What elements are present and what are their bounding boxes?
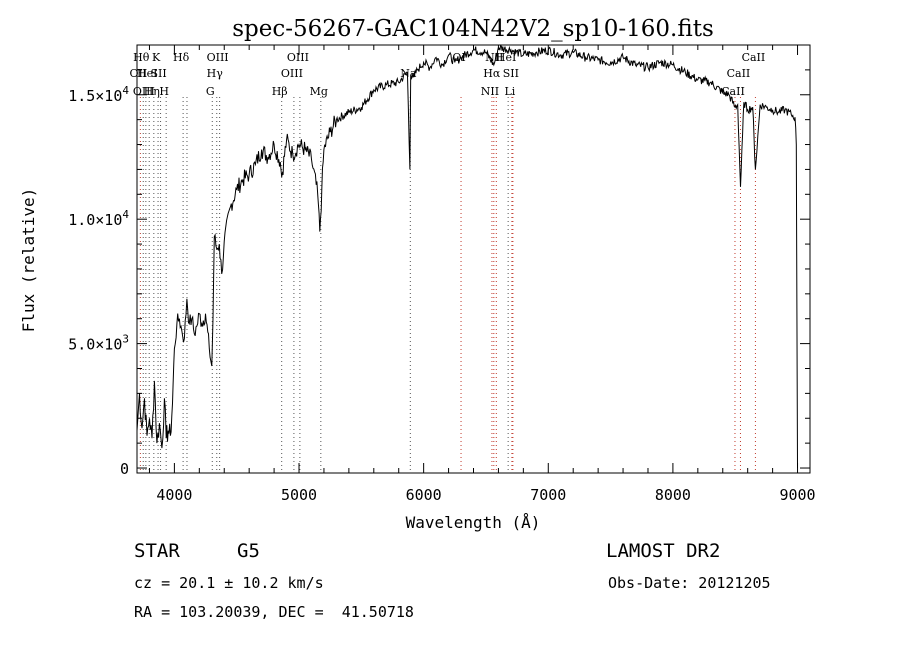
line-label-19: NII bbox=[481, 85, 499, 98]
spectral-subclass: G5 bbox=[237, 540, 260, 562]
line-label-15: OIII bbox=[287, 51, 309, 64]
x-tick-label: 5000 bbox=[281, 486, 317, 504]
x-tick-label: 8000 bbox=[655, 486, 691, 504]
line-label-13: Hβ bbox=[272, 85, 288, 98]
redshift-label: cz = 20.1 ± 10.2 km/s bbox=[134, 574, 324, 592]
spectrum-line bbox=[136, 44, 798, 469]
x-tick-label: 7000 bbox=[530, 486, 566, 504]
line-label-12: OIII bbox=[207, 51, 229, 64]
line-label-24: SII bbox=[503, 67, 519, 80]
y-tick-label: 0 bbox=[120, 460, 129, 478]
y-axis-label: Flux (relative) bbox=[19, 188, 38, 333]
x-tick-label: 6000 bbox=[406, 486, 442, 504]
line-label-20: Hα bbox=[483, 67, 501, 80]
coords-label: RA = 103.20039, DEC = 41.50718 bbox=[134, 603, 414, 621]
y-tick-label: 1.0×104 bbox=[68, 208, 129, 229]
line-label-26: CaII bbox=[727, 67, 751, 80]
line-label-7: H bbox=[159, 85, 169, 98]
spectral-line-markers: OIIHθOIIIHeIHηKSIIHHδGHγOIIIHβOIIIOIIIMg… bbox=[130, 51, 766, 473]
line-label-6: SII bbox=[150, 67, 166, 80]
line-label-1: Hθ bbox=[133, 51, 150, 64]
survey-label: LAMOST DR2 bbox=[606, 540, 721, 562]
object-type: STAR bbox=[134, 540, 180, 562]
line-label-18: OI bbox=[452, 51, 465, 64]
line-label-8: Hδ bbox=[173, 51, 190, 64]
axis-ticks: 4000 5000 6000 7000 8000 9000 0 5.0×103 1.0×104 1… bbox=[68, 45, 816, 504]
x-axis-label: Wavelength (Å) bbox=[406, 513, 541, 532]
y-tick-label: 1.5×104 bbox=[68, 84, 129, 105]
line-label-22: HeI bbox=[496, 51, 516, 64]
line-label-27: CaII bbox=[742, 51, 766, 64]
line-label-3: HeI bbox=[137, 67, 157, 80]
plot-frame bbox=[136, 44, 811, 474]
x-tick-label: 4000 bbox=[156, 486, 192, 504]
line-label-25: CaII bbox=[721, 85, 745, 98]
line-label-11: Hγ bbox=[207, 67, 224, 80]
obs-date-label: Obs-Date: 20121205 bbox=[608, 574, 771, 592]
line-label-21: NII bbox=[485, 51, 503, 64]
line-label-0: OII bbox=[130, 67, 148, 80]
line-label-23: Li bbox=[504, 85, 515, 98]
line-label-16: Mg bbox=[310, 85, 328, 98]
y-tick-label: 5.0×103 bbox=[68, 333, 129, 354]
line-label-5: K bbox=[152, 51, 161, 64]
line-label-4: Hη bbox=[144, 85, 160, 98]
line-label-10: G bbox=[206, 85, 215, 98]
line-label-14: OIII bbox=[281, 67, 303, 80]
chart-title: spec-56267-GAC104N42V2_sp10-160.fits bbox=[232, 16, 714, 42]
x-tick-label: 9000 bbox=[779, 486, 815, 504]
